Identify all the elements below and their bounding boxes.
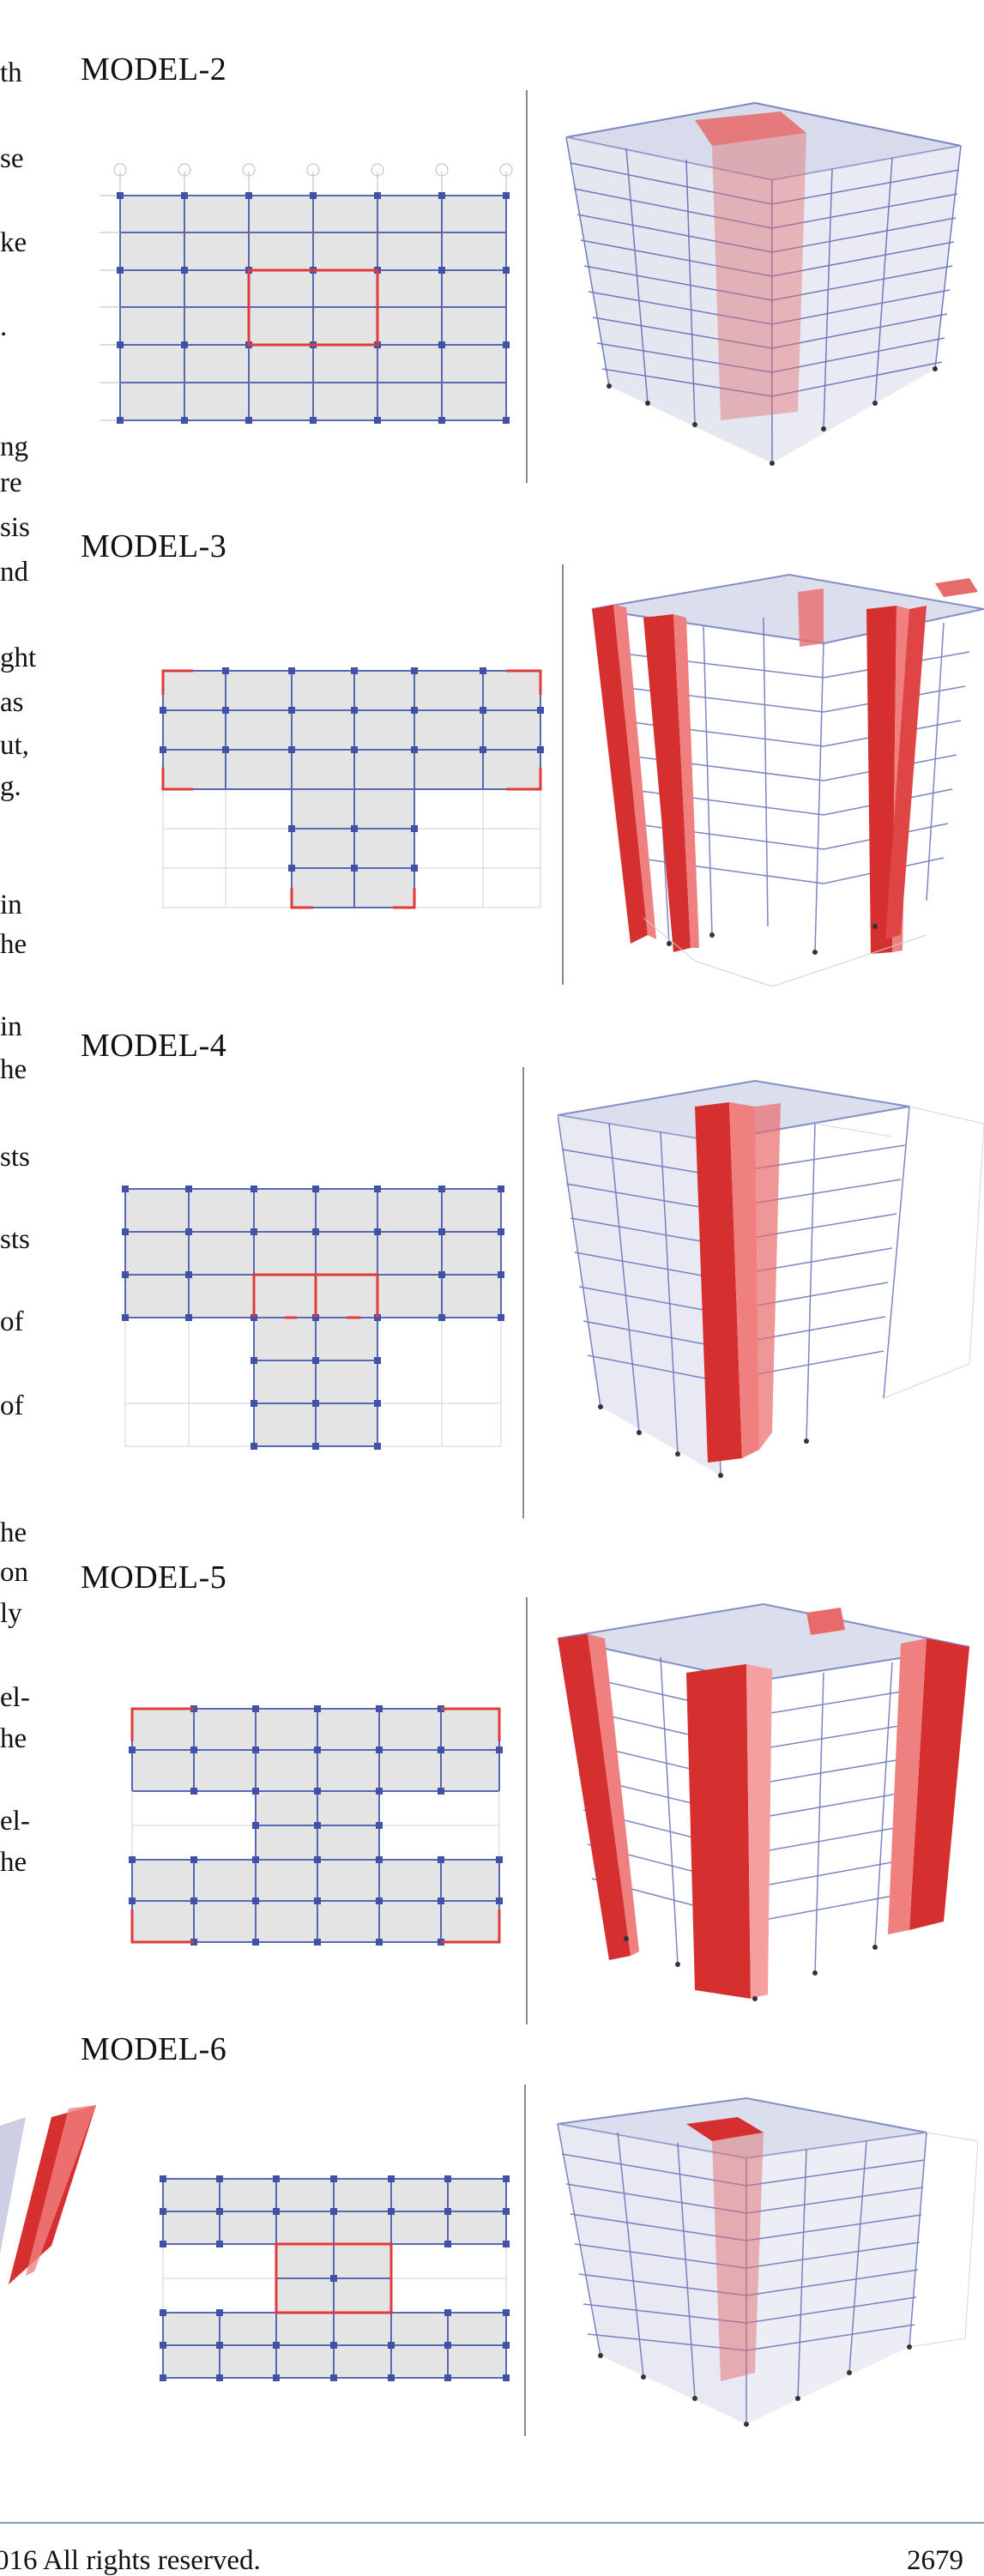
text-fragment: sts [0, 1142, 30, 1173]
divider-model-5 [526, 1597, 528, 2024]
text-fragment: he [0, 929, 27, 960]
text-fragment: sis [0, 512, 30, 543]
divider-model-3 [562, 564, 564, 985]
text-fragment: sts [0, 1224, 30, 1255]
3d-view-model-5 [557, 1602, 970, 2001]
partial-3d-view-left-column [0, 2105, 96, 2284]
model-label: MODEL-4 [81, 1028, 227, 1064]
3d-view-model-4 [558, 1079, 984, 1478]
text-fragment: ut, [0, 730, 29, 761]
text-fragment: he [0, 1054, 27, 1085]
text-fragment: se [0, 143, 24, 174]
floor-plan-model-2 [100, 163, 513, 424]
copyright-text: 016 All rights reserved. [0, 2545, 261, 2576]
text-fragment: . [0, 311, 8, 342]
text-fragment: g. [0, 771, 21, 802]
text-fragment: of [0, 1391, 24, 1421]
divider-model-4 [522, 1067, 524, 1518]
text-fragment: of [0, 1306, 24, 1337]
3d-view-model-6 [557, 2096, 978, 2427]
text-fragment: ly [0, 1598, 22, 1629]
footer-rule [0, 2522, 984, 2524]
floor-plan-model-3 [160, 667, 544, 909]
floor-plan-model-4 [122, 1185, 504, 1450]
divider-model-6 [524, 2084, 526, 2436]
model-label: MODEL-3 [81, 528, 227, 564]
text-fragment: ng [0, 431, 28, 462]
divider-model-2 [526, 90, 528, 483]
floor-plan-model-5 [129, 1705, 503, 1946]
text-fragment: ke [0, 227, 27, 258]
page-number: 2679 [907, 2545, 963, 2576]
3d-view-model-2 [565, 101, 962, 466]
text-fragment: he [0, 1723, 27, 1754]
text-fragment: nd [0, 557, 28, 588]
text-fragment: el- [0, 1806, 30, 1837]
text-fragment: in [0, 1011, 22, 1042]
model-label: MODEL-5 [81, 1559, 227, 1596]
3d-view-model-3 [591, 573, 984, 986]
text-fragment: on [0, 1557, 28, 1588]
text-fragment: he [0, 1847, 27, 1878]
text-fragment: he [0, 1517, 27, 1548]
model-label: MODEL-6 [81, 2031, 227, 2067]
floor-plan-model-6 [160, 2175, 510, 2381]
text-fragment: re [0, 468, 22, 498]
model-label: MODEL-2 [81, 51, 227, 87]
text-fragment: ght [0, 642, 37, 673]
text-fragment: el- [0, 1682, 30, 1713]
text-fragment: th [0, 57, 22, 88]
text-fragment: in [0, 890, 22, 920]
text-fragment: as [0, 687, 24, 718]
